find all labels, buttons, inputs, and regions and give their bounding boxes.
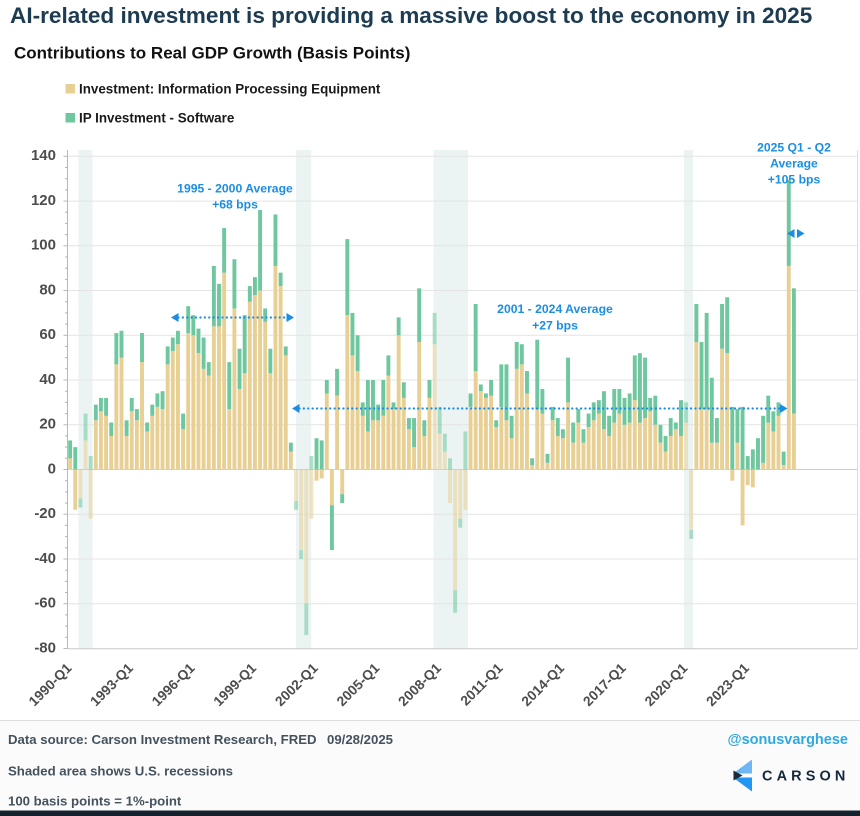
svg-text:CARSON: CARSON xyxy=(762,769,849,785)
svg-text:Contributions to Real GDP Grow: Contributions to Real GDP Growth (Basis … xyxy=(14,44,410,63)
svg-text:20: 20 xyxy=(39,416,56,433)
svg-text:-20: -20 xyxy=(34,505,56,522)
svg-text:1995 - 2000 Average: 1995 - 2000 Average xyxy=(177,182,293,196)
svg-text:09/28/2025: 09/28/2025 xyxy=(327,732,393,747)
svg-text:@sonusvarghese: @sonusvarghese xyxy=(727,732,848,748)
svg-text:140: 140 xyxy=(31,147,56,164)
svg-text:Investment: Information Proces: Investment: Information Processing Equip… xyxy=(79,82,381,97)
svg-text:100: 100 xyxy=(31,237,56,254)
svg-text:Data source: Carson Investment: Data source: Carson Investment Research,… xyxy=(8,732,317,747)
svg-text:IP Investment - Software: IP Investment - Software xyxy=(79,111,234,126)
svg-text:0: 0 xyxy=(48,460,56,477)
svg-text:Average: Average xyxy=(770,157,818,171)
svg-text:100 basis points = 1%-point: 100 basis points = 1%-point xyxy=(8,794,182,809)
svg-text:+105 bps: +105 bps xyxy=(768,173,821,187)
svg-text:+27 bps: +27 bps xyxy=(532,319,578,333)
svg-text:80: 80 xyxy=(39,281,56,298)
svg-text:-40: -40 xyxy=(34,550,56,567)
svg-text:60: 60 xyxy=(39,326,56,343)
svg-text:40: 40 xyxy=(39,371,56,388)
svg-text:2001 - 2024 Average: 2001 - 2024 Average xyxy=(497,302,613,316)
svg-text:-60: -60 xyxy=(34,595,56,612)
svg-text:Shaded area shows U.S. recessi: Shaded area shows U.S. recessions xyxy=(8,764,233,779)
svg-text:-80: -80 xyxy=(34,639,56,656)
svg-text:AI-related investment is provi: AI-related investment is providing a mas… xyxy=(10,3,812,28)
svg-text:+68 bps: +68 bps xyxy=(212,198,258,212)
svg-text:2025 Q1 - Q2: 2025 Q1 - Q2 xyxy=(757,141,831,155)
svg-text:120: 120 xyxy=(31,192,56,209)
